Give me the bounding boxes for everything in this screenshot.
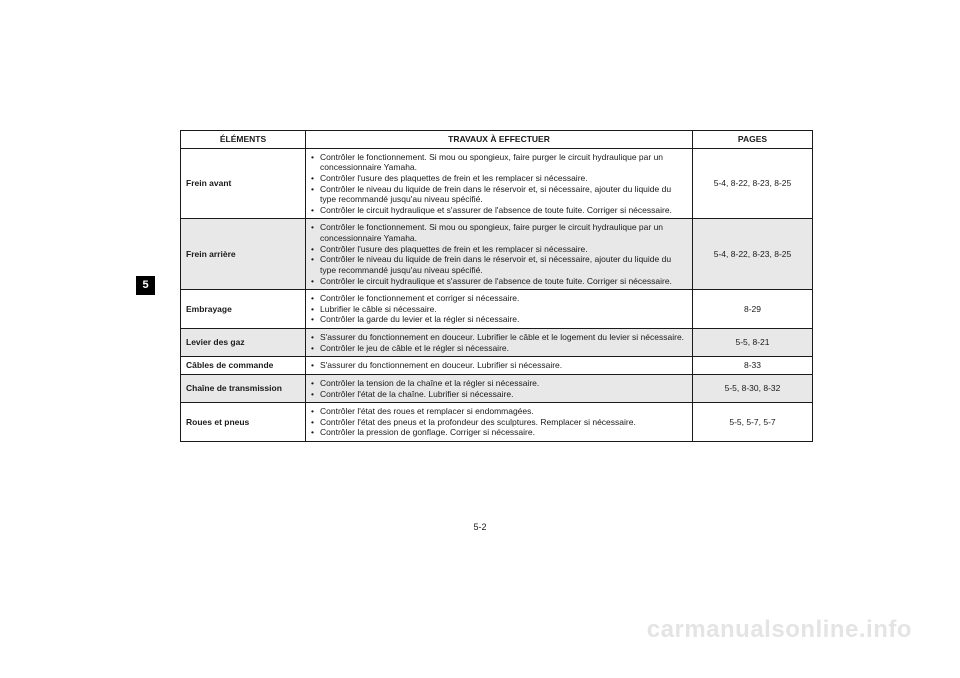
cell-pages: 5-5, 5-7, 5-7 — [693, 403, 813, 442]
cell-travaux: Contrôler le fonctionnement. Si mou ou s… — [306, 148, 693, 219]
cell-element: Frein arrière — [181, 219, 306, 290]
cell-pages: 5-5, 8-30, 8-32 — [693, 374, 813, 402]
task-item: Contrôler le niveau du liquide de frein … — [320, 184, 687, 205]
table-row: Frein arrière Contrôler le fonctionnement… — [181, 219, 813, 290]
cell-travaux: Contrôler l'état des roues et remplacer … — [306, 403, 693, 442]
task-item: Contrôler le circuit hydraulique et s'as… — [320, 205, 687, 216]
section-tab: 5 — [136, 276, 155, 295]
cell-travaux: Contrôler le fonctionnement et corriger … — [306, 290, 693, 329]
table-row: Chaîne de transmission Contrôler la tensi… — [181, 374, 813, 402]
header-elements: ÉLÉMENTS — [181, 131, 306, 149]
cell-element: Embrayage — [181, 290, 306, 329]
cell-travaux: S'assurer du fonctionnement en douceur. … — [306, 357, 693, 375]
cell-pages: 8-33 — [693, 357, 813, 375]
task-item: Contrôler l'usure des plaquettes de frei… — [320, 244, 687, 255]
task-item: Contrôler la garde du levier et la régle… — [320, 314, 687, 325]
cell-element: Câbles de commande — [181, 357, 306, 375]
cell-pages: 5-4, 8-22, 8-23, 8-25 — [693, 148, 813, 219]
task-item: Contrôler l'usure des plaquettes de frei… — [320, 173, 687, 184]
task-item: Lubrifier le câble si nécessaire. — [320, 304, 687, 315]
cell-pages: 5-4, 8-22, 8-23, 8-25 — [693, 219, 813, 290]
page-content: ÉLÉMENTS TRAVAUX À EFFECTUER PAGES Frein… — [180, 130, 813, 442]
table-row: Embrayage Contrôler le fonctionnement et … — [181, 290, 813, 329]
maintenance-table: ÉLÉMENTS TRAVAUX À EFFECTUER PAGES Frein… — [180, 130, 813, 442]
task-item: Contrôler le niveau du liquide de frein … — [320, 254, 687, 275]
table-row: Levier des gaz S'assurer du fonctionnemen… — [181, 329, 813, 357]
page-number: 5-2 — [0, 522, 960, 532]
task-item: Contrôler le circuit hydraulique et s'as… — [320, 276, 687, 287]
task-item: Contrôler le fonctionnement. Si mou ou s… — [320, 152, 687, 173]
table-header-row: ÉLÉMENTS TRAVAUX À EFFECTUER PAGES — [181, 131, 813, 149]
table-row: Câbles de commande S'assurer du fonctionn… — [181, 357, 813, 375]
task-item: Contrôler l'état des pneus et la profond… — [320, 417, 687, 428]
cell-element: Chaîne de transmission — [181, 374, 306, 402]
table-row: Frein avant Contrôler le fonctionnement. … — [181, 148, 813, 219]
task-item: S'assurer du fonctionnement en douceur. … — [320, 360, 687, 371]
watermark: carmanualsonline.info — [647, 616, 912, 644]
task-item: S'assurer du fonctionnement en douceur. … — [320, 332, 687, 343]
task-item: Contrôler le jeu de câble et le régler s… — [320, 343, 687, 354]
task-item: Contrôler le fonctionnement. Si mou ou s… — [320, 222, 687, 243]
task-item: Contrôler la pression de gonflage. Corri… — [320, 427, 687, 438]
task-item: Contrôler le fonctionnement et corriger … — [320, 293, 687, 304]
cell-travaux: S'assurer du fonctionnement en douceur. … — [306, 329, 693, 357]
task-item: Contrôler l'état des roues et remplacer … — [320, 406, 687, 417]
cell-travaux: Contrôler la tension de la chaîne et la … — [306, 374, 693, 402]
cell-element: Levier des gaz — [181, 329, 306, 357]
cell-pages: 5-5, 8-21 — [693, 329, 813, 357]
cell-element: Frein avant — [181, 148, 306, 219]
cell-travaux: Contrôler le fonctionnement. Si mou ou s… — [306, 219, 693, 290]
table-row: Roues et pneus Contrôler l'état des roues… — [181, 403, 813, 442]
cell-pages: 8-29 — [693, 290, 813, 329]
header-pages: PAGES — [693, 131, 813, 149]
task-item: Contrôler l'état de la chaîne. Lubrifier… — [320, 389, 687, 400]
header-travaux: TRAVAUX À EFFECTUER — [306, 131, 693, 149]
task-item: Contrôler la tension de la chaîne et la … — [320, 378, 687, 389]
cell-element: Roues et pneus — [181, 403, 306, 442]
